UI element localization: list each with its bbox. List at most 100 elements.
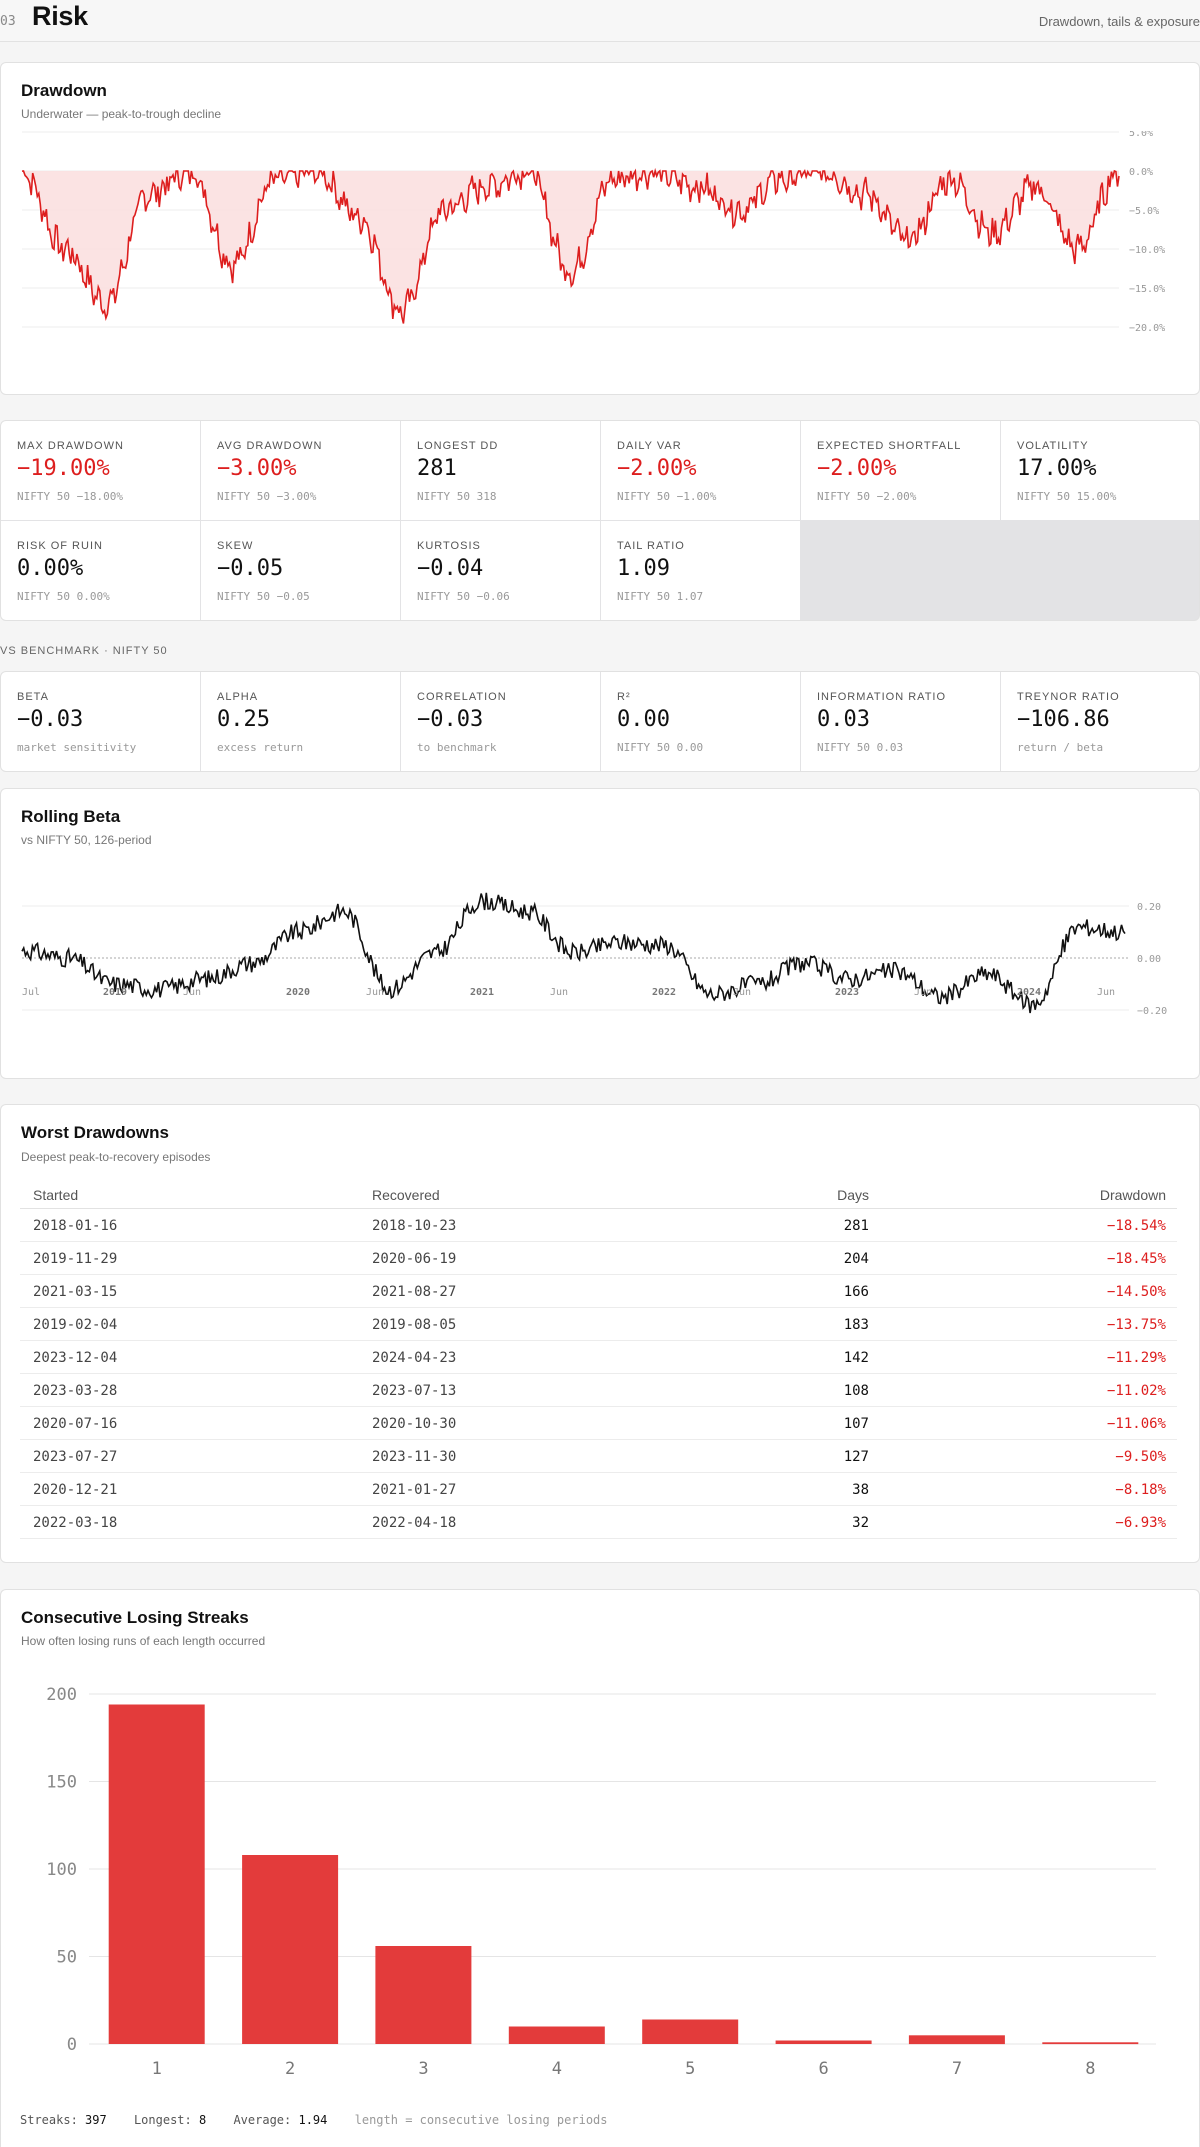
risk-metrics-grid: MAX DRAWDOWN −19.00% NIFTY 50 −18.00% AVG D… xyxy=(0,420,1200,621)
bar xyxy=(508,2026,605,2044)
streaks-label: Streaks: xyxy=(20,2113,78,2127)
page-subtitle: Drawdown, tails & exposure xyxy=(1038,14,1200,29)
table-row: 2019-11-29 2020-06-19 204 −18.45% xyxy=(20,1242,1177,1275)
y-tick-label: 50 xyxy=(57,1948,77,1968)
y-tick-label: −10.0% xyxy=(1129,245,1165,256)
metric-value: 0.03 xyxy=(817,707,870,732)
column-header[interactable]: Recovered xyxy=(372,1187,440,1203)
metric-label: BETA xyxy=(17,691,49,703)
table-row: 2018-01-16 2018-10-23 281 −18.54% xyxy=(20,1209,1177,1242)
y-tick-label: 0.0% xyxy=(1129,167,1153,178)
beta-line xyxy=(21,892,1126,1014)
bar xyxy=(375,1946,472,2044)
metric-label: INFORMATION RATIO xyxy=(817,691,947,703)
metric-card: LONGEST DD 281 NIFTY 50 318 xyxy=(401,421,600,520)
metric-label: RISK OF RUIN xyxy=(17,540,103,552)
metric-label: ALPHA xyxy=(217,691,259,703)
column-header[interactable]: Started xyxy=(33,1187,79,1203)
metric-card: SKEW −0.05 NIFTY 50 −0.05 xyxy=(201,521,400,620)
average-value: 1.94 xyxy=(298,2113,328,2127)
card-subtitle: vs NIFTY 50, 126-period xyxy=(21,833,152,847)
metric-value: 281 xyxy=(417,456,457,481)
metric-comparison: NIFTY 50 0.00% xyxy=(17,590,110,603)
table-row: 2023-12-04 2024-04-23 142 −11.29% xyxy=(20,1341,1177,1374)
x-tick-label: 2019 xyxy=(103,987,127,998)
metric-label: R² xyxy=(617,691,631,703)
y-tick-label: −15.0% xyxy=(1129,284,1165,295)
x-tick-label: Jun xyxy=(550,987,568,998)
metric-comparison: NIFTY 50 −0.05 xyxy=(217,590,310,603)
metric-card: MAX DRAWDOWN −19.00% NIFTY 50 −18.00% xyxy=(1,421,200,520)
rolling-beta-chart: 0.20 0.00 −0.20 Jul 2019 Jun 2020 Jun 2021 Jun 202… xyxy=(21,892,1167,1017)
metric-value: −19.00% xyxy=(17,456,110,481)
table-cell: 2021-08-27 xyxy=(372,1284,457,1300)
metric-card: BETA −0.03 market sensitivity xyxy=(1,672,200,771)
page-header: 03 Risk Drawdown, tails & exposure xyxy=(0,0,1200,42)
metric-label: TREYNOR RATIO xyxy=(1017,691,1120,703)
table-cell: −6.93% xyxy=(1115,1515,1166,1531)
table-cell: −14.50% xyxy=(1106,1284,1166,1300)
table-cell: 127 xyxy=(843,1449,869,1465)
metric-label: TAIL RATIO xyxy=(617,540,685,552)
table-cell: −8.18% xyxy=(1115,1482,1166,1498)
metric-value: −3.00% xyxy=(217,456,297,481)
metric-label: EXPECTED SHORTFALL xyxy=(817,440,962,452)
table-row: 2020-12-21 2021-01-27 38 −8.18% xyxy=(20,1473,1177,1506)
y-tick-label: 150 xyxy=(46,1773,77,1793)
drawdown-card: Drawdown Underwater — peak-to-trough dec… xyxy=(0,62,1200,395)
table-cell: 2020-10-30 xyxy=(372,1416,457,1432)
metric-label: CORRELATION xyxy=(417,691,507,703)
x-tick-label: 5 xyxy=(685,2059,695,2078)
y-tick-label: −20.0% xyxy=(1129,323,1165,334)
metric-comparison: NIFTY 50 318 xyxy=(417,490,497,503)
metric-card: EXPECTED SHORTFALL −2.00% NIFTY 50 −2.00% xyxy=(801,421,1000,520)
table-cell: 2019-02-04 xyxy=(33,1317,118,1333)
table-cell: 2020-07-16 xyxy=(33,1416,118,1432)
page-title: Risk xyxy=(32,1,88,31)
x-tick-label: 2 xyxy=(285,2059,295,2078)
table-cell: 2021-01-27 xyxy=(372,1482,457,1498)
streak-note: length = consecutive losing periods xyxy=(354,2113,608,2127)
card-subtitle: Deepest peak-to-recovery episodes xyxy=(21,1150,211,1164)
table-cell: 2023-07-13 xyxy=(372,1383,457,1399)
x-tick-label: Jun xyxy=(733,987,751,998)
x-tick-label: 2024 xyxy=(1017,987,1041,998)
table-cell: 2023-12-04 xyxy=(33,1350,118,1366)
metric-card: AVG DRAWDOWN −3.00% NIFTY 50 −3.00% xyxy=(201,421,400,520)
metric-comparison: NIFTY 50 0.03 xyxy=(817,741,904,754)
metric-value: −0.03 xyxy=(417,707,484,732)
metric-value: −0.05 xyxy=(217,556,284,581)
metric-value: 1.09 xyxy=(617,556,670,581)
x-tick-label: 8 xyxy=(1085,2059,1095,2078)
bar xyxy=(775,2040,872,2044)
metric-label: SKEW xyxy=(217,540,254,552)
y-tick-label: −5.0% xyxy=(1129,206,1159,217)
table-cell: −13.75% xyxy=(1106,1317,1166,1333)
metric-card: ALPHA 0.25 excess return xyxy=(201,672,400,771)
x-tick-label: Jun xyxy=(366,987,384,998)
metric-value: −2.00% xyxy=(617,456,697,481)
metric-comparison: NIFTY 50 −2.00% xyxy=(817,490,917,503)
column-header[interactable]: Drawdown xyxy=(1099,1187,1166,1203)
y-tick-label: 0.00 xyxy=(1137,954,1161,965)
column-header[interactable]: Days xyxy=(837,1187,869,1203)
bar xyxy=(642,2019,739,2044)
y-tick-label: 5.0% xyxy=(1129,131,1153,139)
table-cell: 2021-03-15 xyxy=(33,1284,118,1300)
table-cell: −18.45% xyxy=(1106,1251,1166,1267)
table-cell: −18.54% xyxy=(1106,1218,1166,1234)
table-cell: −11.06% xyxy=(1106,1416,1166,1432)
worst-drawdowns-card: Worst Drawdowns Deepest peak-to-recovery… xyxy=(0,1104,1200,1563)
x-tick-label: Jun xyxy=(1097,987,1115,998)
card-subtitle: How often losing runs of each length occ… xyxy=(21,1634,266,1648)
table-cell: 38 xyxy=(852,1482,869,1498)
table-cell: 32 xyxy=(852,1515,869,1531)
table-cell: 2022-03-18 xyxy=(33,1515,118,1531)
metric-card: TAIL RATIO 1.09 NIFTY 50 1.07 xyxy=(601,521,800,620)
metric-card: CORRELATION −0.03 to benchmark xyxy=(401,672,600,771)
x-tick-label: 2023 xyxy=(835,987,859,998)
bar xyxy=(908,2035,1005,2045)
metric-card: RISK OF RUIN 0.00% NIFTY 50 0.00% xyxy=(1,521,200,620)
x-tick-label: 1 xyxy=(152,2059,162,2078)
metric-comparison: excess return xyxy=(217,741,304,754)
